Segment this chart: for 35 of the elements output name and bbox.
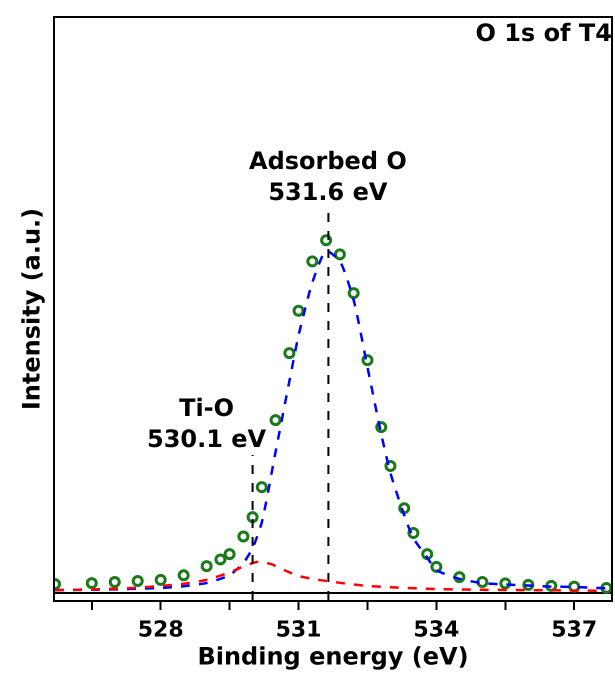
point — [283, 347, 296, 360]
point — [384, 460, 396, 472]
point — [246, 511, 259, 524]
point — [375, 421, 388, 434]
ref-line-label: Adsorbed O 531.6 eV — [249, 147, 407, 206]
point — [334, 248, 346, 260]
point — [108, 576, 121, 588]
y-axis-title: Intensity (a.u.) — [18, 208, 46, 410]
point — [270, 414, 282, 426]
point — [499, 577, 512, 590]
point — [178, 569, 190, 582]
chart-title: O 1s of T4 — [475, 19, 612, 48]
point — [292, 304, 305, 317]
x-tick-label: 534 — [413, 617, 460, 642]
ref-line-label: Ti-O 530.1 eV — [147, 394, 267, 454]
point — [600, 582, 611, 594]
point — [361, 354, 374, 366]
point — [154, 574, 167, 586]
point — [86, 577, 98, 590]
point — [348, 287, 360, 300]
point — [256, 481, 268, 494]
point — [453, 571, 466, 584]
point — [476, 576, 488, 588]
point — [224, 548, 236, 560]
x-tick-label: 528 — [138, 617, 184, 642]
point — [398, 502, 410, 514]
point — [214, 553, 226, 566]
point — [237, 530, 250, 543]
point — [320, 234, 332, 246]
point — [132, 574, 144, 587]
x-tick-label: 531 — [276, 617, 322, 642]
point — [306, 255, 318, 268]
x-tick-label: 537 — [551, 617, 598, 642]
x-axis-title: Binding energy (eV) — [197, 642, 469, 670]
point — [200, 560, 213, 572]
